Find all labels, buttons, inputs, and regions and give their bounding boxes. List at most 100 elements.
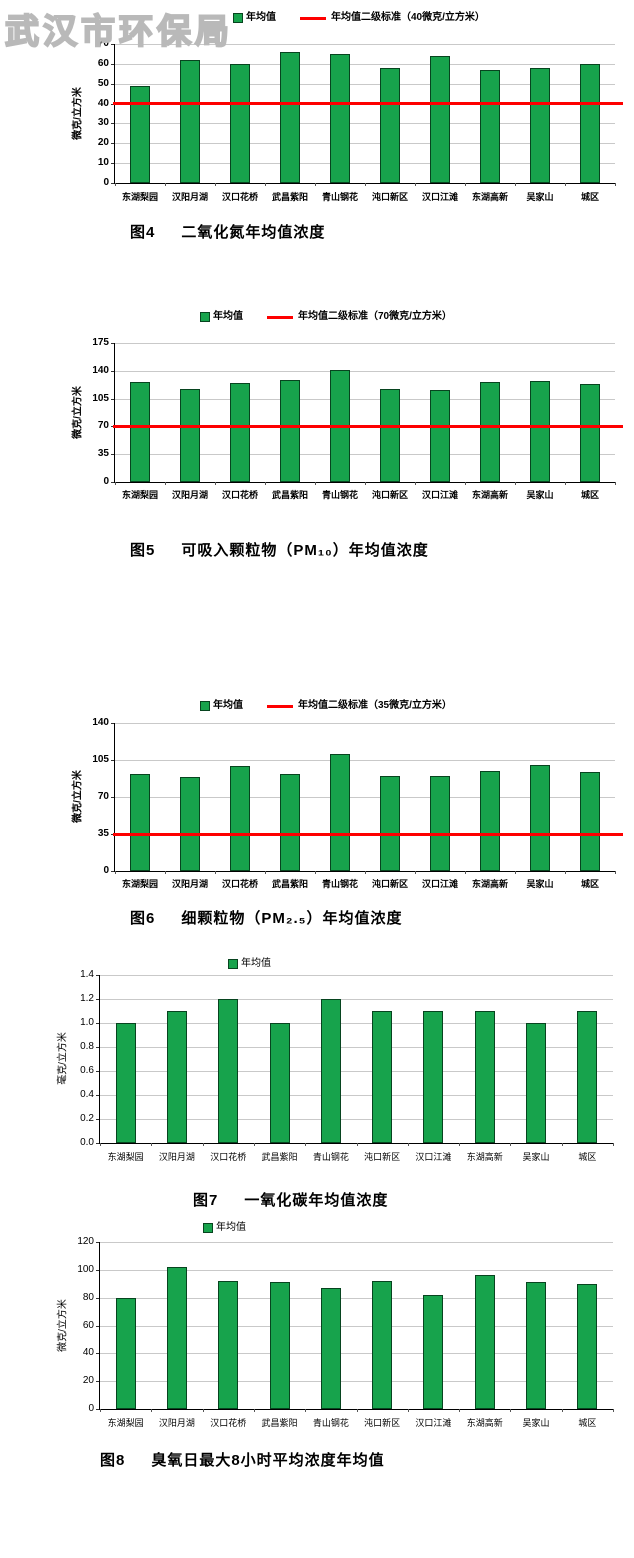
x-category-label: 东湖高新 bbox=[466, 1152, 503, 1162]
y-axis-tick bbox=[96, 1095, 100, 1096]
y-axis-tick bbox=[111, 834, 115, 835]
y-tick-label: 0.6 bbox=[80, 1065, 94, 1076]
x-category-label: 汉阳月湖 bbox=[158, 1152, 195, 1162]
figure-title-text: 可吸入颗粒物（PM₁₀）年均值浓度 bbox=[181, 542, 429, 559]
y-tick-label: 80 bbox=[82, 1291, 94, 1303]
y-tick-label: 0.0 bbox=[80, 1137, 94, 1148]
y-tick-label: 20 bbox=[82, 1375, 94, 1387]
y-axis-tick bbox=[96, 1143, 100, 1144]
x-axis-tick bbox=[407, 1143, 409, 1146]
y-axis-line bbox=[114, 44, 115, 183]
gridline bbox=[100, 1353, 613, 1355]
x-axis-tick bbox=[459, 1143, 461, 1146]
x-axis-tick bbox=[315, 183, 316, 186]
bar-东湖高新 bbox=[480, 381, 500, 482]
x-axis-tick bbox=[615, 871, 616, 874]
bar-沌口新区 bbox=[380, 67, 400, 183]
x-axis-tick bbox=[465, 871, 466, 874]
x-axis-tick bbox=[615, 183, 616, 186]
x-axis-tick bbox=[415, 871, 416, 874]
x-category-label: 东湖梨园 bbox=[121, 192, 158, 202]
y-axis-tick bbox=[111, 143, 115, 145]
x-category-label: 东湖高新 bbox=[471, 879, 508, 889]
y-tick-label: 140 bbox=[92, 717, 109, 728]
y-axis-tick bbox=[111, 343, 115, 344]
bar-武昌紫阳 bbox=[280, 773, 300, 871]
bar-汉口花桥 bbox=[230, 382, 250, 482]
bar-东湖梨园 bbox=[130, 381, 150, 482]
gridline bbox=[100, 1047, 613, 1048]
figure-number: 图4 bbox=[130, 224, 156, 241]
y-axis-tick bbox=[111, 183, 115, 184]
x-category-label: 汉口花桥 bbox=[221, 879, 258, 889]
x-category-label: 汉阳月湖 bbox=[171, 490, 208, 500]
legend-standard-label: 年均值二级标准（35微克/立方米） bbox=[298, 700, 452, 711]
legend-standard-label: 年均值二级标准（70微克/立方米） bbox=[298, 311, 452, 322]
y-tick-label: 175 bbox=[92, 337, 109, 348]
series-swatch-icon bbox=[200, 312, 210, 322]
bar-吴家山 bbox=[530, 67, 550, 183]
x-category-label: 汉口江滩 bbox=[421, 490, 458, 500]
standard-line-swatch-icon bbox=[267, 704, 293, 708]
x-axis-tick bbox=[253, 1409, 255, 1412]
y-tick-label: 40 bbox=[97, 97, 109, 109]
chart-legend: 年均值 bbox=[228, 958, 271, 970]
gridline bbox=[115, 103, 615, 105]
x-category-label: 武昌紫阳 bbox=[271, 192, 308, 202]
series-swatch-icon bbox=[233, 13, 243, 23]
x-axis-tick bbox=[305, 1143, 307, 1146]
x-category-label: 东湖梨园 bbox=[107, 1418, 144, 1428]
x-axis-tick bbox=[510, 1409, 512, 1412]
x-axis-tick bbox=[202, 1409, 204, 1412]
y-axis-tick bbox=[111, 123, 115, 125]
gridline bbox=[115, 83, 615, 85]
x-axis-tick bbox=[265, 871, 266, 874]
bar-青山钢花 bbox=[320, 1287, 341, 1409]
y-axis-tick bbox=[111, 63, 115, 65]
gridline bbox=[115, 343, 615, 344]
x-category-label: 城区 bbox=[580, 192, 599, 202]
x-category-label: 汉阳月湖 bbox=[171, 879, 208, 889]
gridline bbox=[100, 1269, 613, 1271]
x-axis-tick bbox=[565, 871, 566, 874]
x-axis-tick bbox=[315, 482, 316, 485]
figure-title: 图8 臭氧日最大8小时平均浓度年均值 bbox=[100, 1449, 385, 1470]
figure-title: 图6 细颗粒物（PM₂.₅）年均值浓度 bbox=[130, 907, 403, 928]
x-axis-tick bbox=[265, 183, 266, 186]
standard-line bbox=[113, 424, 623, 428]
gridline bbox=[115, 426, 615, 428]
x-axis-tick bbox=[165, 482, 166, 485]
gridline bbox=[115, 454, 615, 456]
y-axis-tick bbox=[96, 1353, 100, 1355]
bar-吴家山 bbox=[530, 765, 550, 871]
y-axis-tick bbox=[96, 1119, 100, 1120]
x-axis-tick bbox=[407, 1409, 409, 1412]
bar-汉口江滩 bbox=[430, 389, 450, 482]
y-axis-tick bbox=[111, 398, 115, 400]
y-axis-tick bbox=[96, 1269, 100, 1271]
x-axis-tick bbox=[100, 1143, 101, 1146]
gridline bbox=[115, 370, 615, 372]
gridline bbox=[100, 1071, 613, 1072]
x-category-label: 吴家山 bbox=[526, 490, 554, 500]
chart-legend: 年均值 bbox=[203, 1222, 246, 1234]
x-axis-tick bbox=[465, 183, 466, 186]
bar-汉口花桥 bbox=[230, 766, 250, 871]
legend-standard-label: 年均值二级标准（40微克/立方米） bbox=[331, 12, 485, 23]
bar-汉口江滩 bbox=[430, 55, 450, 183]
y-axis-tick bbox=[111, 370, 115, 372]
y-tick-label: 105 bbox=[92, 392, 109, 404]
figure-number: 图7 bbox=[193, 1192, 219, 1209]
y-tick-label: 1.4 bbox=[80, 969, 94, 980]
bar-青山钢花 bbox=[330, 753, 350, 871]
x-axis-line bbox=[99, 1409, 613, 1410]
y-axis-tick bbox=[111, 482, 115, 483]
y-tick-label: 35 bbox=[97, 448, 109, 460]
y-tick-label: 60 bbox=[82, 1319, 94, 1331]
x-category-label: 汉口江滩 bbox=[421, 192, 458, 202]
x-category-label: 吴家山 bbox=[526, 879, 554, 889]
y-axis-tick bbox=[96, 1023, 100, 1024]
legend-series-label: 年均值 bbox=[241, 958, 271, 969]
